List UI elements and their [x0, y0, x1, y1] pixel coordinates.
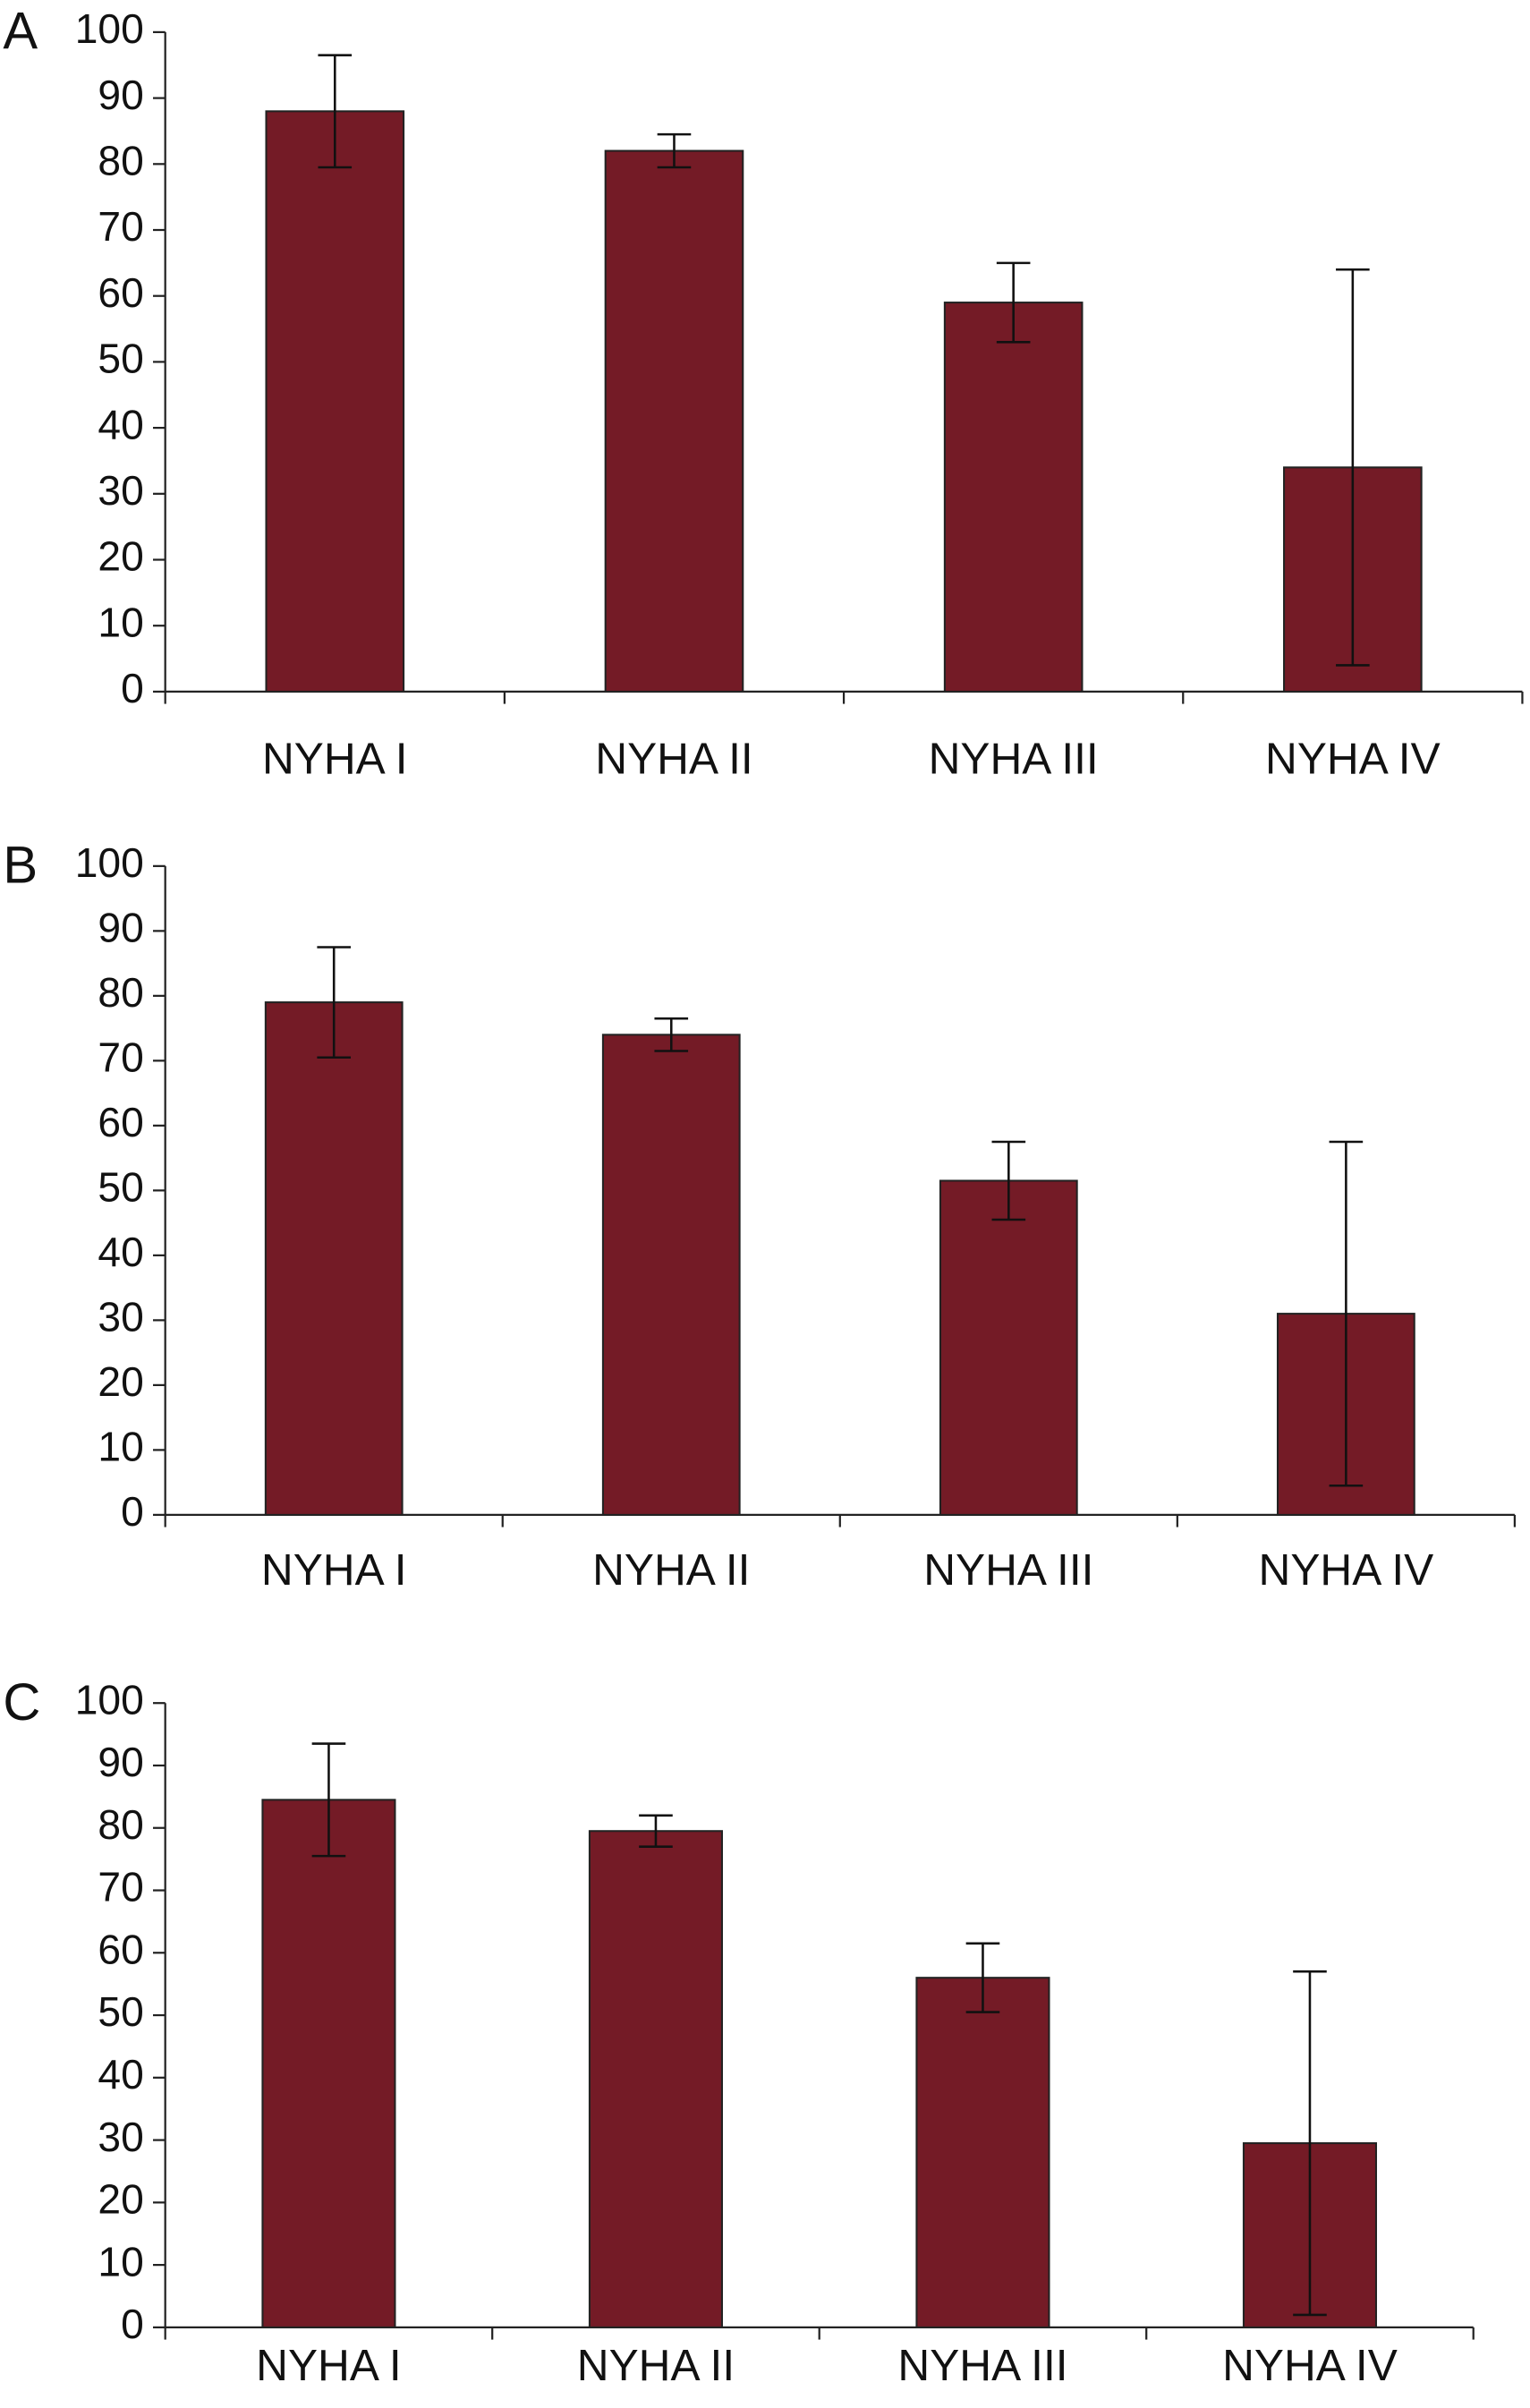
y-tick-label: 0 [121, 1488, 144, 1535]
y-tick-label: 40 [98, 1229, 143, 1275]
bar [915, 1977, 1050, 2328]
y-tick-label: 10 [98, 2238, 143, 2285]
error-bar [639, 1814, 673, 1848]
y-tick-label: 50 [98, 1988, 143, 2035]
x-tick-label: NYHA I [262, 734, 408, 784]
error-bar [991, 1140, 1026, 1221]
y-tick-label: 50 [98, 336, 143, 382]
y-tick-label: 70 [98, 1864, 143, 1910]
x-tick-label: NYHA IV [1222, 2340, 1398, 2390]
error-bar [965, 1942, 1000, 2013]
x-tick-label: NYHA IV [1265, 734, 1441, 784]
bar [939, 1179, 1078, 1516]
panel-label: C [3, 1673, 40, 1732]
y-tick-label: 30 [98, 1294, 143, 1340]
bar [588, 1830, 723, 2328]
y-tick-label: 10 [98, 599, 143, 645]
y-tick-label: 80 [98, 1801, 143, 1848]
error-bar [996, 261, 1031, 344]
y-tick-label: 90 [98, 72, 143, 118]
x-tick-label: NYHA IV [1259, 1544, 1434, 1595]
y-tick-label: 60 [98, 269, 143, 316]
bar [261, 1799, 396, 2328]
y-tick-label: 80 [98, 969, 143, 1016]
y-tick-label: 90 [98, 905, 143, 951]
y-tick-label: 40 [98, 401, 143, 447]
y-tick-label: 90 [98, 1739, 143, 1785]
y-tick-label: 30 [98, 467, 143, 514]
y-tick-label: 100 [75, 1676, 144, 1723]
bar [601, 1034, 741, 1516]
error-bar [1293, 1970, 1327, 2317]
y-tick-label: 0 [121, 665, 144, 711]
y-tick-label: 70 [98, 203, 143, 250]
y-tick-label: 70 [98, 1034, 143, 1081]
y-tick-label: 40 [98, 2051, 143, 2097]
x-tick-label: NYHA I [256, 2340, 402, 2390]
y-tick-label: 60 [98, 1926, 143, 1972]
y-tick-label: 50 [98, 1164, 143, 1211]
panel-label: B [3, 837, 38, 895]
bar [265, 110, 405, 693]
y-tick-label: 80 [98, 137, 143, 183]
y-tick-label: 100 [75, 5, 144, 52]
bar [604, 149, 744, 693]
x-tick-label: NYHA III [923, 1544, 1093, 1595]
y-tick-label: 30 [98, 2114, 143, 2160]
error-bar [311, 1742, 346, 1858]
bar [943, 302, 1084, 693]
x-tick-label: NYHA II [592, 1544, 750, 1595]
error-bar [657, 132, 692, 169]
y-tick-label: 10 [98, 1424, 143, 1470]
error-bar [654, 1017, 689, 1052]
y-tick-label: 20 [98, 1358, 143, 1405]
x-tick-label: NYHA I [261, 1544, 407, 1595]
y-tick-label: 100 [75, 839, 144, 886]
bar [264, 1001, 404, 1516]
error-bar [1329, 1140, 1364, 1487]
error-bar [317, 946, 352, 1059]
x-tick-label: NYHA III [897, 2340, 1067, 2390]
panel-label: A [3, 3, 38, 61]
y-tick-label: 0 [121, 2301, 144, 2347]
y-tick-label: 20 [98, 2176, 143, 2223]
y-tick-label: 60 [98, 1099, 143, 1145]
error-bar [318, 54, 353, 169]
x-tick-label: NYHA II [577, 2340, 735, 2390]
x-tick-label: NYHA III [929, 734, 1099, 784]
y-tick-label: 20 [98, 533, 143, 580]
x-tick-label: NYHA II [595, 734, 752, 784]
error-bar [1336, 268, 1370, 667]
